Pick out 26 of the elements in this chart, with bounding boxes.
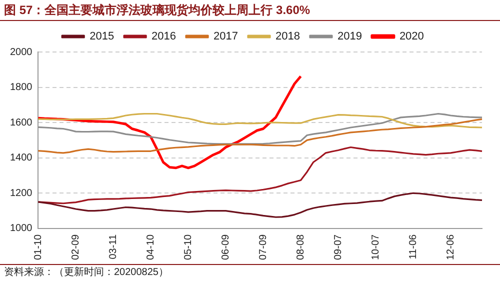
x-tick-label: 02-09 (70, 234, 82, 260)
x-tick-label: 01-10 (32, 234, 44, 260)
x-tick-label: 05-10 (182, 234, 194, 260)
legend-label: 2016 (152, 30, 176, 43)
y-tick-label: 2000 (10, 46, 33, 58)
y-tick-label: 1200 (10, 188, 33, 199)
text: 资料来源：（更新时间：20200825） (0, 264, 500, 280)
y-tick-label: 1600 (10, 117, 33, 128)
y-tick-label: 1400 (10, 152, 33, 164)
chart-title: 图 57：全国主要城市浮法玻璃现货均价较上周上行 3.60% (0, 0, 500, 21)
legend-label: 2018 (276, 30, 300, 43)
legend-label: 2019 (337, 30, 362, 43)
x-tick-label: 08-08 (296, 234, 306, 260)
x-tick-label: 06-09 (220, 234, 232, 260)
y-tick-label: 1800 (10, 82, 33, 94)
legend-label: 2015 (90, 30, 114, 43)
legend-label: 2020 (399, 30, 424, 43)
x-tick-label: 07-09 (258, 234, 269, 260)
x-tick-label: 04-10 (145, 234, 156, 260)
x-tick-label: 03-11 (108, 234, 119, 260)
x-tick-label: 11-06 (408, 234, 419, 260)
x-tick-label: 09-07 (333, 234, 344, 260)
y-tick-label: 1000 (10, 223, 33, 234)
x-tick-label: 10-07 (370, 234, 382, 260)
legend-label: 2017 (214, 30, 238, 43)
x-tick-label: 12-06 (446, 234, 456, 260)
